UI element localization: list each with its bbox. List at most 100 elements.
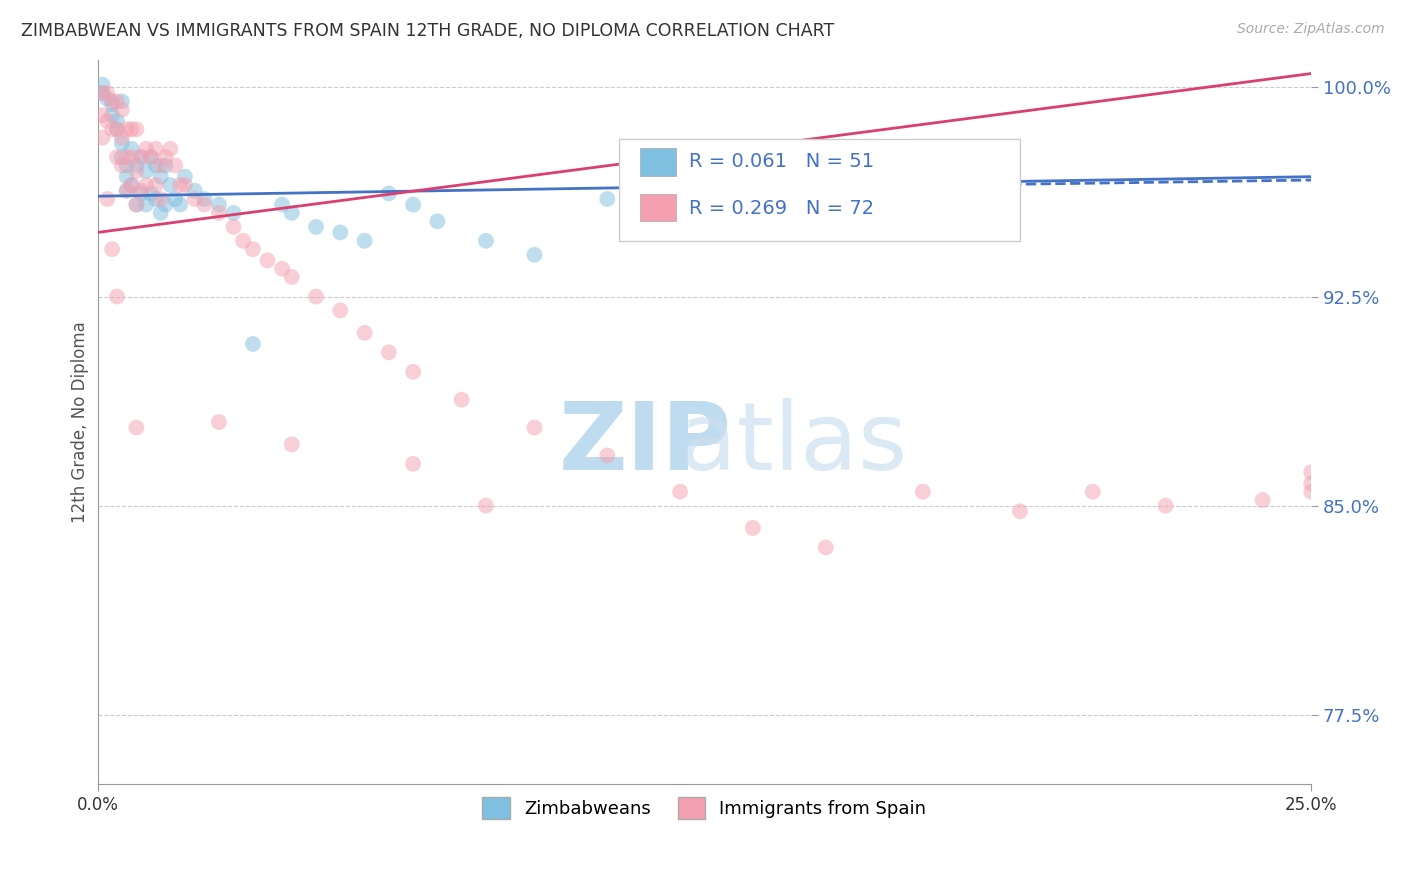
Point	[193, 192, 215, 206]
Point	[596, 192, 619, 206]
Point	[125, 197, 148, 211]
Point	[145, 192, 167, 206]
Point	[475, 499, 498, 513]
Point	[115, 122, 138, 136]
Point	[91, 130, 114, 145]
Point	[91, 86, 114, 100]
Point	[281, 206, 304, 220]
Point	[523, 420, 546, 434]
Point	[208, 206, 231, 220]
Point	[145, 178, 167, 192]
Point	[91, 86, 114, 100]
Point	[121, 142, 143, 156]
Point	[1301, 484, 1323, 499]
Point	[329, 226, 352, 240]
Point	[125, 197, 148, 211]
Point	[155, 197, 177, 211]
Point	[121, 178, 143, 192]
Point	[135, 164, 157, 178]
Point	[242, 337, 264, 351]
Point	[426, 214, 449, 228]
Point	[155, 159, 177, 173]
Point	[139, 186, 162, 201]
Point	[105, 114, 128, 128]
Point	[149, 169, 172, 184]
Point	[129, 150, 152, 164]
Point	[669, 484, 692, 499]
Point	[281, 270, 304, 285]
Bar	[640, 194, 676, 221]
Point	[281, 437, 304, 451]
Point	[174, 169, 197, 184]
Point	[91, 108, 114, 122]
Point	[105, 150, 128, 164]
Text: R = 0.269   N = 72: R = 0.269 N = 72	[689, 199, 873, 218]
Point	[101, 242, 124, 256]
Point	[159, 178, 181, 192]
Point	[149, 159, 172, 173]
Point	[402, 365, 425, 379]
Point	[135, 197, 157, 211]
Point	[169, 197, 191, 211]
Point	[149, 192, 172, 206]
Point	[101, 108, 124, 122]
Bar	[640, 148, 676, 176]
Point	[165, 159, 187, 173]
Point	[121, 150, 143, 164]
Point	[129, 186, 152, 201]
Y-axis label: 12th Grade, No Diploma: 12th Grade, No Diploma	[72, 321, 89, 523]
Point	[111, 130, 134, 145]
Point	[115, 159, 138, 173]
Point	[174, 178, 197, 192]
Point	[105, 289, 128, 303]
Text: atlas: atlas	[558, 398, 907, 490]
Point	[96, 92, 118, 106]
Point	[378, 345, 401, 359]
Point	[353, 326, 375, 340]
Point	[717, 206, 740, 220]
Point	[129, 184, 152, 198]
Point	[149, 206, 172, 220]
Point	[1008, 504, 1031, 518]
Point	[814, 541, 837, 555]
Point	[159, 142, 181, 156]
Point	[96, 86, 118, 100]
Point	[911, 484, 934, 499]
Point	[596, 449, 619, 463]
Point	[121, 122, 143, 136]
Point	[125, 159, 148, 173]
Text: Source: ZipAtlas.com: Source: ZipAtlas.com	[1237, 22, 1385, 37]
Point	[91, 78, 114, 92]
Text: ZIMBABWEAN VS IMMIGRANTS FROM SPAIN 12TH GRADE, NO DIPLOMA CORRELATION CHART: ZIMBABWEAN VS IMMIGRANTS FROM SPAIN 12TH…	[21, 22, 834, 40]
Point	[125, 122, 148, 136]
Point	[101, 95, 124, 109]
Point	[450, 392, 472, 407]
Point	[165, 192, 187, 206]
Point	[105, 122, 128, 136]
Point	[139, 150, 162, 164]
Point	[222, 206, 245, 220]
Point	[271, 197, 294, 211]
Point	[208, 197, 231, 211]
Point	[475, 234, 498, 248]
Point	[839, 186, 862, 201]
Point	[353, 234, 375, 248]
Point	[378, 186, 401, 201]
Point	[139, 150, 162, 164]
Point	[96, 114, 118, 128]
Point	[145, 159, 167, 173]
Text: ZIP: ZIP	[558, 398, 731, 490]
Point	[111, 159, 134, 173]
Point	[125, 164, 148, 178]
Point	[115, 169, 138, 184]
Point	[155, 150, 177, 164]
Point	[111, 95, 134, 109]
Point	[135, 142, 157, 156]
Point	[305, 219, 328, 234]
Point	[111, 150, 134, 164]
Point	[169, 178, 191, 192]
Point	[1081, 484, 1104, 499]
Point	[329, 303, 352, 318]
Point	[101, 122, 124, 136]
Point	[135, 178, 157, 192]
